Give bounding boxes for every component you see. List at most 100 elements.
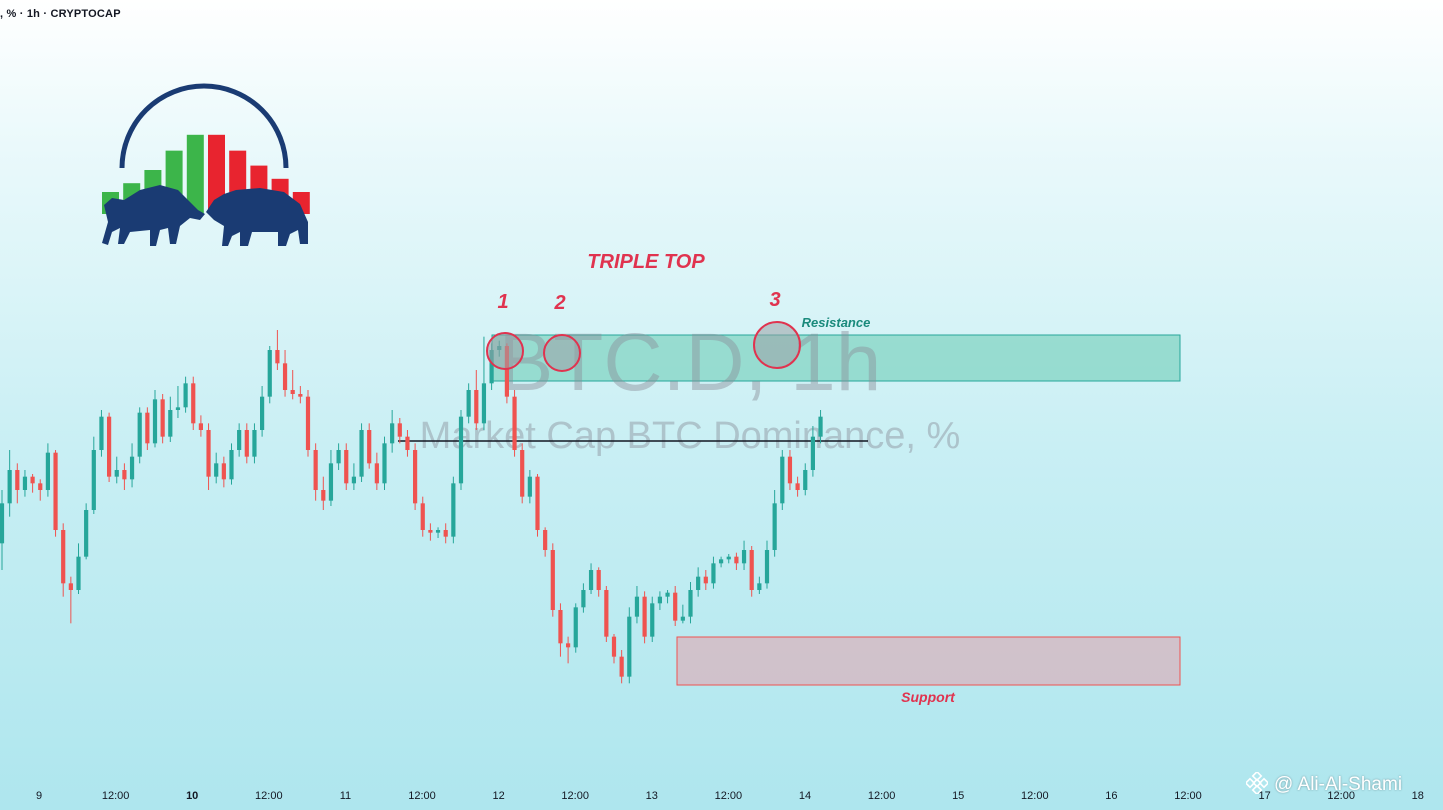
candle-body <box>221 463 226 480</box>
candle-body <box>252 430 257 457</box>
candle-body <box>397 423 402 437</box>
candle-body <box>114 470 119 477</box>
candlestick-series <box>0 330 823 684</box>
x-tick-label: 12:00 <box>1327 790 1355 802</box>
candle-body <box>145 412 150 444</box>
candle-body <box>512 396 517 450</box>
bull-and-bear-logo-icon <box>102 83 310 246</box>
candle-body <box>458 416 464 484</box>
x-tick-label: 17 <box>1258 790 1270 802</box>
candle-body <box>305 396 311 450</box>
candle-body <box>76 556 81 590</box>
candle-body <box>68 583 73 590</box>
candle-body <box>466 390 471 417</box>
candle-body <box>810 436 815 470</box>
candle-body <box>581 590 586 608</box>
candle-body <box>703 576 708 584</box>
x-tick-label: 10 <box>186 790 198 802</box>
candle-body <box>244 430 249 457</box>
candle-body <box>818 416 823 437</box>
candle-body <box>420 503 425 530</box>
candle-body <box>91 450 96 510</box>
candle-body <box>443 530 448 537</box>
candle-body <box>137 412 142 457</box>
x-tick-label: 16 <box>1105 790 1117 802</box>
candle-body <box>741 550 747 564</box>
candle-body <box>237 430 242 450</box>
candle-body <box>175 407 181 410</box>
candle-body <box>734 556 739 564</box>
binance-logo-icon <box>1246 772 1268 794</box>
candle-body <box>107 416 112 477</box>
candle-body <box>390 423 395 444</box>
x-tick-label: 12:00 <box>1174 790 1202 802</box>
x-tick-label: 13 <box>646 790 658 802</box>
candle-body <box>764 550 770 584</box>
candle-body <box>298 394 303 397</box>
candle-body <box>527 476 532 497</box>
candle-body <box>596 570 601 590</box>
candle-body <box>757 583 762 590</box>
x-tick-label: 12:00 <box>408 790 436 802</box>
bull-icon <box>102 185 205 246</box>
candle-body <box>351 476 356 484</box>
candle-body <box>53 452 58 530</box>
candle-body <box>0 503 5 544</box>
logo-arc <box>119 83 289 169</box>
candle-body <box>413 450 418 504</box>
candle-body <box>7 470 12 504</box>
candle-body <box>650 603 655 637</box>
peak-label-1: 1 <box>497 291 508 313</box>
candle-body <box>229 450 234 480</box>
candle-body <box>535 476 540 530</box>
candle-body <box>275 350 280 364</box>
candle-body <box>198 423 203 430</box>
candle-body <box>611 636 617 657</box>
candle-body <box>191 383 196 424</box>
logo-bar <box>208 134 225 214</box>
candle-body <box>566 643 571 648</box>
candle-body <box>726 556 731 560</box>
peak-label-2: 2 <box>553 292 565 314</box>
x-tick-label: 12:00 <box>1021 790 1049 802</box>
x-tick-label: 12 <box>492 790 504 802</box>
candle-body <box>84 510 89 557</box>
candle-body <box>642 596 647 637</box>
candle-body <box>15 470 20 490</box>
candle-body <box>619 656 624 677</box>
candle-body <box>428 530 433 533</box>
x-tick-label: 14 <box>799 790 811 802</box>
candle-body <box>474 390 479 424</box>
candle-body <box>550 550 555 610</box>
candle-body <box>665 592 670 597</box>
candle-body <box>780 456 785 504</box>
candle-body <box>206 430 211 477</box>
candle-body <box>481 383 487 424</box>
x-tick-label: 15 <box>952 790 964 802</box>
candle-body <box>573 607 578 648</box>
candle-body <box>719 559 724 564</box>
logo-bar <box>186 134 204 214</box>
candle-body <box>772 503 777 550</box>
candle-body <box>328 463 334 501</box>
pattern-title: TRIPLE TOP <box>587 251 705 273</box>
candle-body <box>795 483 800 490</box>
x-tick-label: 11 <box>340 790 351 802</box>
x-tick-label: 12:00 <box>868 790 896 802</box>
x-tick-label: 18 <box>1412 790 1424 802</box>
x-tick-label: 12:00 <box>102 790 130 802</box>
watermark-description: Market Cap BTC Dominance, % <box>420 415 961 457</box>
candle-body <box>99 416 104 450</box>
x-tick-label: 12:00 <box>561 790 589 802</box>
peak-2-circle <box>543 334 581 372</box>
candle-body <box>711 563 716 584</box>
candle-body <box>61 530 66 584</box>
candle-body <box>359 430 364 477</box>
candle-body <box>634 596 640 617</box>
candle-body <box>129 456 135 480</box>
peak-3-circle <box>753 321 801 369</box>
candle-body <box>657 596 662 604</box>
candle-body <box>367 430 372 464</box>
x-tick-label: 12:00 <box>255 790 283 802</box>
